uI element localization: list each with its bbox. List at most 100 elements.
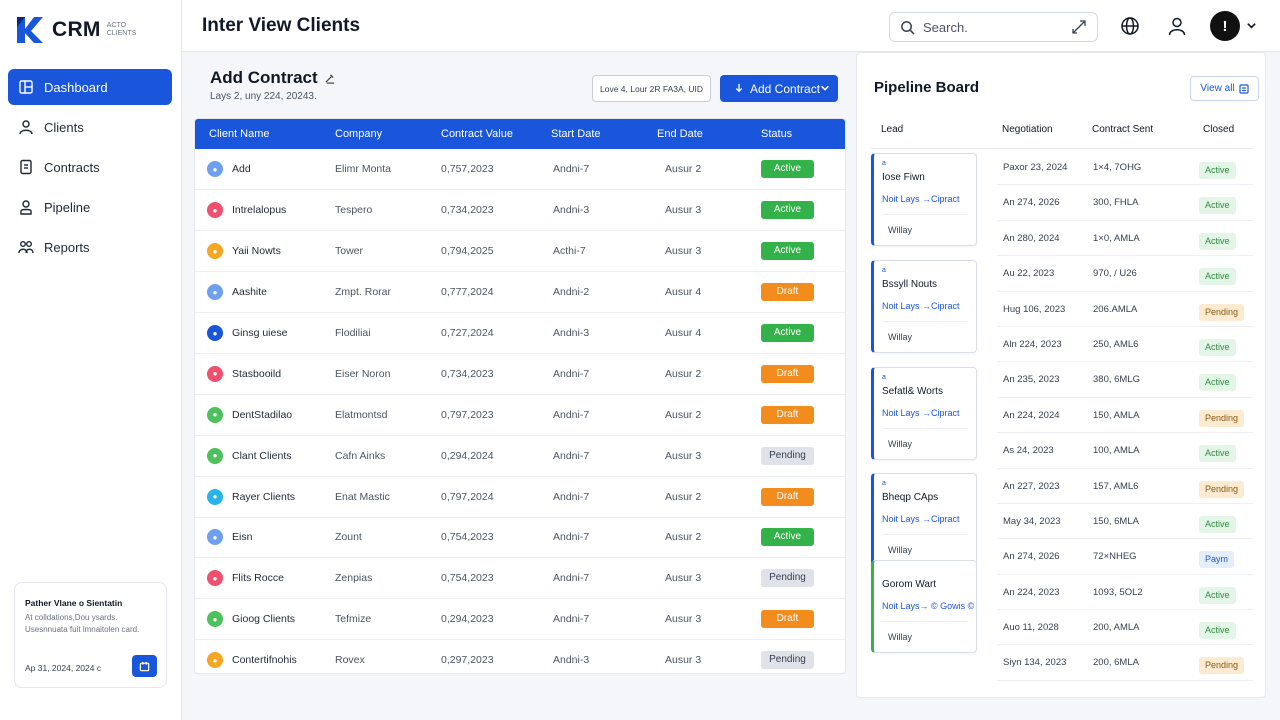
- closed-status-badge[interactable]: Active: [1199, 622, 1236, 640]
- table-row[interactable]: ● Aashite Zmpt. Rorar 0,777,2024 Andni-2 Ausu…: [195, 272, 845, 313]
- lead-card[interactable]: a Bheqp CAps Noit Lays →Cipract Willay: [871, 473, 977, 566]
- pipeline-row[interactable]: Aln 224, 2023 250, AML6 Active: [997, 327, 1253, 363]
- expand-icon[interactable]: [1071, 19, 1087, 35]
- avatar[interactable]: !: [1210, 11, 1240, 41]
- closed-status-badge[interactable]: Active: [1199, 374, 1236, 392]
- lead-card[interactable]: a Bssyll Nouts Noit Lays →Cipract Willay: [871, 260, 977, 353]
- lead-card-link[interactable]: Noit Lays→ © Gowis ©: [882, 601, 975, 611]
- lead-card-link[interactable]: Noit Lays →Cipract: [882, 301, 960, 311]
- closed-status-badge[interactable]: Active: [1199, 515, 1236, 533]
- sidebar-item-dashboard[interactable]: Dashboard: [8, 69, 172, 105]
- lead-card[interactable]: Gorom Wart Noit Lays→ © Gowis © Willay: [871, 560, 977, 653]
- sidebar-item-pipeline[interactable]: Pipeline: [8, 189, 172, 225]
- table-row[interactable]: ● Flits Rocce Zenpias 0,754,2023 Andni-7 Ausu…: [195, 558, 845, 599]
- closed-status-badge[interactable]: Pending: [1199, 657, 1245, 675]
- table-row[interactable]: ● Intrelalopus Tespero 0,734,2023 Andni-3 Aus…: [195, 190, 845, 231]
- client-name[interactable]: Gioog Clients: [232, 613, 296, 626]
- status-badge[interactable]: Draft: [761, 487, 814, 506]
- pipeline-row[interactable]: An 280, 2024 1×0, AMLA Active: [997, 221, 1253, 257]
- status-badge[interactable]: Draft: [761, 610, 814, 629]
- sidebar-item-reports[interactable]: Reports: [8, 229, 172, 265]
- lead-card[interactable]: a Sefatl& Worts Noit Lays →Cipract Willay: [871, 367, 977, 460]
- pipeline-row[interactable]: May 34, 2023 150, 6MLA Active: [997, 504, 1253, 540]
- status-badge[interactable]: Pending: [761, 446, 814, 465]
- status-badge[interactable]: Active: [761, 324, 814, 342]
- pipeline-row[interactable]: An 235, 2023 380, 6MLG Active: [997, 362, 1253, 398]
- pipeline-row[interactable]: Auo 11, 2028 200, AMLA Active: [997, 610, 1253, 646]
- pipeline-row[interactable]: Hug 106, 2023 206.AMLA Pending: [997, 292, 1253, 327]
- table-row[interactable]: ● Ginsg uiese Flodiliai 0,727,2024 Andni-3 Au…: [195, 313, 845, 354]
- client-name[interactable]: Flits Rocce: [232, 572, 284, 585]
- table-row[interactable]: ● Stasbooild Eiser Noron 0,734,2023 Andni-7 A…: [195, 353, 845, 395]
- pen-icon[interactable]: [324, 73, 335, 84]
- status-badge[interactable]: Pending: [761, 569, 814, 588]
- client-name[interactable]: Rayer Clients: [232, 490, 296, 503]
- globe-icon[interactable]: [1120, 16, 1140, 36]
- promo-action-button[interactable]: [132, 655, 157, 677]
- pipeline-row[interactable]: Au 22, 2023 970, / U26 Active: [997, 256, 1253, 292]
- status-badge[interactable]: Pending: [761, 651, 814, 670]
- pipeline-row[interactable]: An 274, 2026 72×NHEG Paym: [997, 539, 1253, 575]
- table-row[interactable]: ● Eisn Zount 0,754,2023 Andni-7 Ausur 2 Active: [195, 517, 845, 558]
- closed-status-badge[interactable]: Active: [1199, 586, 1236, 604]
- view-all-button[interactable]: View all: [1190, 76, 1259, 101]
- closed-status-badge[interactable]: Active: [1199, 268, 1236, 286]
- chevron-down-icon[interactable]: [1246, 20, 1257, 31]
- status-badge[interactable]: Draft: [761, 283, 814, 302]
- pipeline-row[interactable]: Siyn 134, 2023 200, 6MLA Pending: [997, 645, 1253, 681]
- pipeline-row[interactable]: As 24, 2023 100, AMLA Active: [997, 433, 1253, 469]
- client-name[interactable]: Add: [232, 163, 251, 176]
- status-badge[interactable]: Draft: [761, 405, 814, 424]
- closed-status-badge[interactable]: Active: [1199, 162, 1236, 179]
- add-contract-button[interactable]: Add Contract: [720, 75, 838, 102]
- client-name[interactable]: Intrelalopus: [232, 204, 287, 217]
- pipeline-row[interactable]: An 274, 2026 300, FHLA Active: [997, 185, 1253, 221]
- sidebar-item-contracts[interactable]: Contracts: [8, 149, 172, 185]
- lead-card-link[interactable]: Noit Lays →Cipract: [882, 514, 960, 524]
- closed-status-badge[interactable]: Pending: [1199, 409, 1245, 427]
- filter-field[interactable]: Love 4, Lour 2R FA3A, UID: [592, 75, 711, 102]
- client-name[interactable]: Clant Clients: [232, 449, 292, 462]
- lead-card-link[interactable]: Noit Lays →Cipract: [882, 194, 960, 204]
- closed-status-badge[interactable]: Paym: [1199, 551, 1235, 569]
- client-name[interactable]: Yaii Nowts: [232, 245, 281, 258]
- table-row[interactable]: ● DentStadilao Elatmontsd 0,797,2023 Andni-7…: [195, 394, 845, 436]
- client-name[interactable]: Aashite: [232, 286, 268, 299]
- client-name[interactable]: Contertifnohis: [232, 654, 297, 667]
- status-badge[interactable]: Active: [761, 160, 814, 179]
- lead-card[interactable]: a Iose Fiwn Noit Lays →Cipract Willay: [871, 153, 977, 246]
- status-badge[interactable]: Active: [761, 201, 814, 220]
- status-badge[interactable]: Active: [761, 528, 814, 547]
- column-header[interactable]: Start Date: [551, 128, 601, 140]
- closed-status-badge[interactable]: Active: [1199, 338, 1236, 356]
- closed-status-badge[interactable]: Active: [1199, 197, 1236, 215]
- search-input[interactable]: [923, 19, 1063, 35]
- closed-status-badge[interactable]: Active: [1199, 232, 1236, 250]
- table-row[interactable]: ● Add Elimr Monta 0,757,2023 Andni-7 Ausur 2 A…: [195, 149, 845, 190]
- closed-status-badge[interactable]: Pending: [1199, 303, 1245, 321]
- client-name[interactable]: Ginsg uiese: [232, 327, 288, 339]
- table-row[interactable]: ● Gioog Clients Tefmize 0,294,2023 Andni-7 Au…: [195, 599, 845, 640]
- table-row[interactable]: ● Contertifnohis Rovex 0,297,2023 Andni-3 Aus…: [195, 640, 845, 673]
- chevron-down-icon[interactable]: [820, 83, 830, 93]
- pipeline-row[interactable]: An 227, 2023 157, AML6 Pending: [997, 469, 1253, 504]
- column-header[interactable]: Contract Value: [441, 128, 513, 140]
- column-header[interactable]: End Date: [657, 128, 703, 140]
- lead-card-link[interactable]: Noit Lays →Cipract: [882, 408, 960, 418]
- status-badge[interactable]: Draft: [761, 364, 814, 383]
- column-header[interactable]: Company: [335, 128, 383, 140]
- client-name[interactable]: Eisn: [232, 531, 253, 544]
- pipeline-row[interactable]: An 224, 2024 150, AMLA Pending: [997, 398, 1253, 434]
- column-header[interactable]: Status: [761, 128, 793, 140]
- user-icon[interactable]: [1167, 16, 1187, 36]
- table-row[interactable]: ● Yaii Nowts Tower 0,794,2025 Acthi-7 Ausur 3…: [195, 231, 845, 272]
- pipeline-row[interactable]: Paxor 23, 2024 1×4, 7OHG Active: [997, 150, 1253, 186]
- client-name[interactable]: DentStadilao: [232, 408, 293, 421]
- status-badge[interactable]: Active: [761, 242, 814, 261]
- closed-status-badge[interactable]: Pending: [1199, 480, 1245, 498]
- table-row[interactable]: ● Rayer Clients Enat Mastic 0,797,2024 Andni…: [195, 476, 845, 518]
- closed-status-badge[interactable]: Active: [1199, 445, 1236, 463]
- sidebar-item-clients[interactable]: Clients: [8, 109, 172, 145]
- table-row[interactable]: ● Clant Clients Cafn Ainks 0,294,2024 Andni-…: [195, 435, 845, 477]
- search-box[interactable]: [889, 12, 1098, 42]
